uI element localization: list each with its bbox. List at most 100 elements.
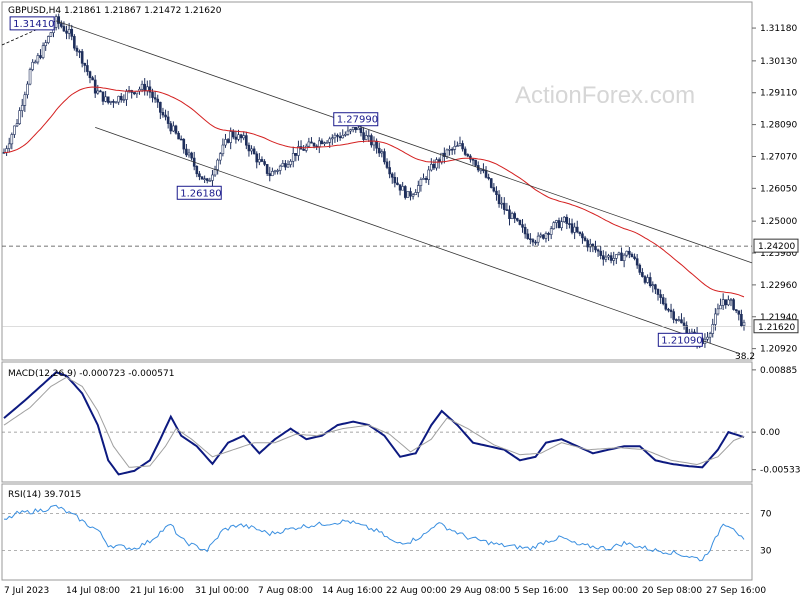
candle-body [682, 322, 686, 326]
candle [542, 234, 545, 240]
candle [456, 141, 459, 147]
candle [333, 132, 337, 143]
x-tick-label: 5 Sep 16:00 [514, 586, 569, 596]
candle-body [182, 139, 186, 150]
candle [211, 169, 214, 187]
candle-body [143, 83, 147, 92]
candle-body [258, 159, 261, 163]
candle [401, 181, 404, 191]
rsi-y-tick-label: 30 [760, 546, 772, 556]
candle-body [547, 233, 550, 235]
candle-body [419, 179, 423, 186]
candle-body [80, 51, 84, 64]
candle-body [75, 47, 79, 52]
candle [534, 239, 537, 246]
candle-body [635, 258, 639, 266]
candle-body [239, 134, 243, 139]
watermark: ActionForex.com [515, 82, 695, 109]
candle [200, 176, 204, 180]
candle [612, 251, 616, 266]
candle-body [643, 276, 647, 283]
candle [716, 303, 720, 316]
candle-body [570, 223, 574, 233]
candle-body [344, 134, 347, 136]
candle-body [536, 235, 540, 243]
level-box [657, 332, 703, 347]
candle [278, 164, 282, 175]
candle [476, 161, 480, 173]
candle [557, 217, 561, 229]
candle [419, 177, 423, 192]
candle [489, 178, 493, 189]
candle-body [727, 299, 730, 306]
candle-body [78, 51, 81, 53]
candle-body [351, 126, 355, 130]
candle [497, 190, 501, 208]
candle [23, 91, 27, 112]
candle-body [278, 165, 282, 171]
candle [648, 272, 652, 288]
candle [424, 176, 428, 184]
candle [539, 232, 543, 239]
candle [544, 231, 548, 243]
candle-body [307, 141, 311, 147]
level-box [333, 112, 379, 127]
x-tick-label: 7 Jul 2023 [4, 586, 49, 596]
candle [349, 128, 352, 135]
candle [338, 132, 342, 141]
candle [643, 275, 647, 285]
x-tick-label: 14 Aug 16:00 [322, 586, 383, 596]
candle [122, 94, 126, 103]
candle-body [140, 83, 144, 90]
candle-body [625, 250, 629, 256]
candle [336, 133, 339, 142]
candle-body [474, 159, 477, 166]
candle-body [414, 192, 417, 196]
candle [49, 32, 53, 37]
candle [411, 192, 415, 200]
candle [427, 165, 431, 185]
candle [734, 309, 738, 314]
candle-body [187, 152, 191, 156]
candle-body [445, 149, 449, 157]
y-tick-label: 1.21940 [760, 313, 797, 323]
macd-y-tick-label: 0.00 [760, 428, 780, 438]
candle-body [403, 186, 407, 198]
candle-body [62, 26, 66, 32]
candle-body [654, 284, 657, 290]
candle-body [346, 130, 350, 135]
candle-body [234, 136, 238, 140]
candle-body [648, 277, 652, 287]
candle-body [396, 182, 399, 185]
candle-body [362, 132, 365, 140]
candle-body [357, 127, 360, 131]
candle-body [466, 154, 470, 157]
candle-body [200, 176, 204, 180]
candle-body [565, 216, 569, 224]
candle-body [294, 153, 298, 156]
candle [46, 35, 50, 45]
candle-body [86, 65, 89, 72]
candle [518, 219, 522, 226]
candle-body [711, 324, 715, 334]
symbol-header: GBPUSD,H4 1.21861 1.21867 1.21472 1.2162… [8, 6, 222, 16]
candle [466, 153, 470, 158]
candle-body [281, 163, 285, 167]
candle [628, 246, 631, 259]
candle-body [370, 135, 373, 146]
candle [354, 126, 358, 133]
level-label: 1.26180 [180, 188, 221, 199]
candle [422, 173, 425, 180]
candle-body [390, 173, 394, 178]
candle [62, 21, 66, 32]
candle [213, 165, 217, 177]
candle [203, 175, 206, 184]
y-tick-label: 1.30130 [760, 57, 797, 67]
candle [661, 293, 665, 306]
candle [714, 308, 717, 331]
macd-title: MACD(12,26,9) -0.000723 -0.000571 [8, 369, 174, 379]
candle [706, 331, 709, 342]
candle-body [622, 254, 626, 261]
candle-body [521, 224, 524, 228]
candle-body [549, 228, 553, 235]
